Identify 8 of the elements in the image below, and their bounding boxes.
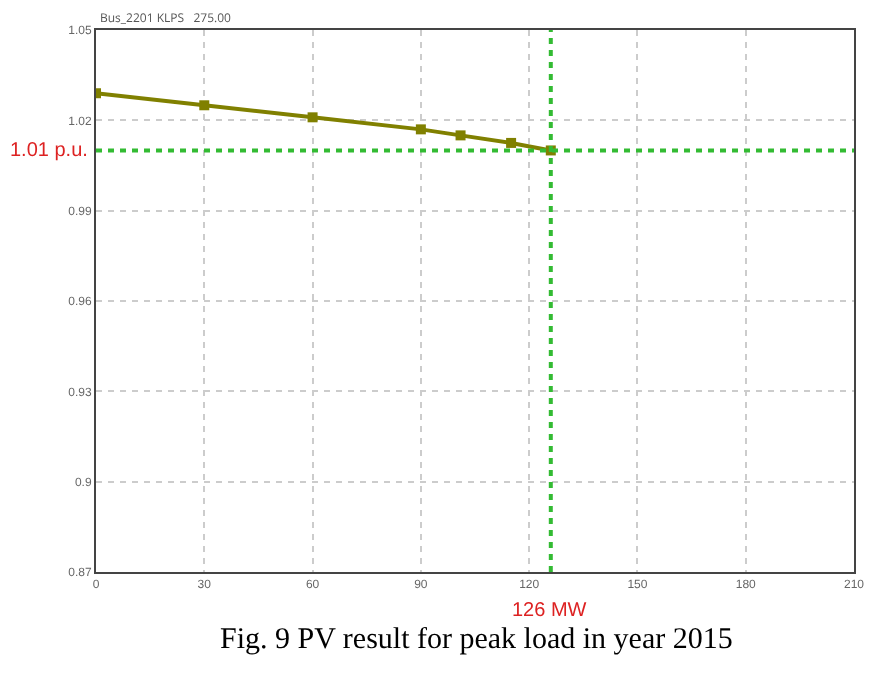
point [199,100,210,111]
point [455,130,466,141]
ref-line-label: 1.01 p.u. [10,140,88,162]
point [415,124,426,135]
ref-line-label: 126 MW [512,600,588,622]
caption: Fig. 9 PV result for peak load in year 2015 [220,624,733,656]
point [506,137,517,148]
point [307,112,318,123]
